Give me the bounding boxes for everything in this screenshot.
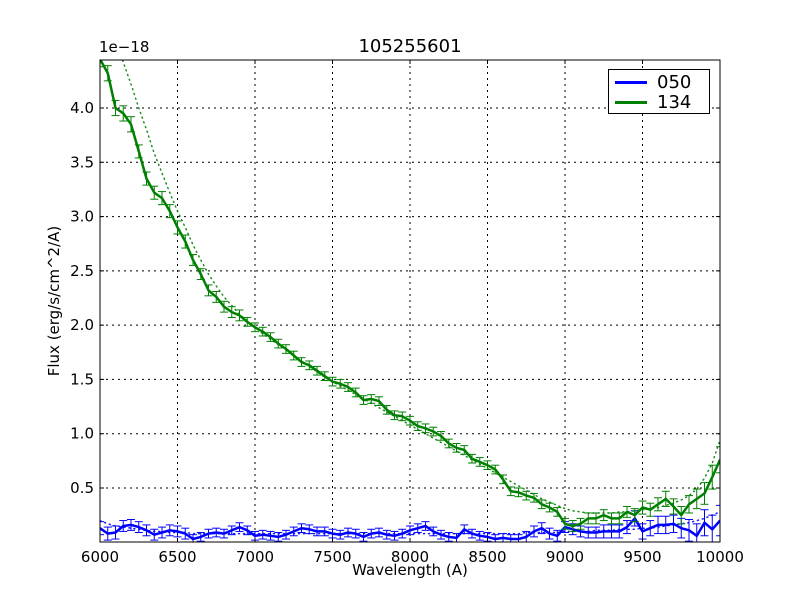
- legend-swatch-134: [615, 100, 647, 104]
- y-tick-label: 0.5: [70, 479, 94, 497]
- x-tick-label: 9500: [623, 548, 661, 566]
- legend-item-134: 134: [615, 91, 692, 113]
- ticks: 6000 6500 7000 7500 8000 8500 9000 9500 10000 0.5…: [70, 60, 744, 566]
- legend-item-050: 050: [615, 71, 692, 93]
- chart-title: 105255601: [358, 36, 462, 57]
- y-tick-label: 1.0: [70, 425, 94, 443]
- x-tick-label: 7500: [313, 548, 351, 566]
- y-tick-label: 3.5: [70, 153, 94, 171]
- y-tick-label: 3.0: [70, 208, 94, 226]
- y-tick-label: 4.0: [70, 99, 94, 117]
- y-tick-label: 2.0: [70, 316, 94, 334]
- y-axis-label: Flux (erg/s/cm^2/A): [45, 225, 63, 377]
- x-tick-label: 6000: [81, 548, 119, 566]
- series-050: [100, 504, 720, 542]
- grid: [100, 60, 720, 542]
- x-tick-label: 9000: [546, 548, 584, 566]
- x-tick-label: 7000: [236, 548, 274, 566]
- y-tick-label: 1.5: [70, 370, 94, 388]
- legend-label-050: 050: [657, 71, 692, 93]
- x-axis-label: Wavelength (A): [352, 561, 468, 579]
- legend: 050 134: [608, 69, 710, 114]
- x-tick-label: 8500: [468, 548, 506, 566]
- y-axis-scale-label: 1e−18: [99, 38, 150, 56]
- series-134: [100, 60, 720, 532]
- y-tick-label: 2.5: [70, 262, 94, 280]
- legend-swatch-050: [615, 80, 647, 84]
- x-tick-label: 10000: [696, 548, 744, 566]
- x-tick-label: 8000: [391, 548, 429, 566]
- x-tick-label: 6500: [158, 548, 196, 566]
- series-layer: [100, 60, 720, 542]
- legend-label-134: 134: [657, 91, 692, 113]
